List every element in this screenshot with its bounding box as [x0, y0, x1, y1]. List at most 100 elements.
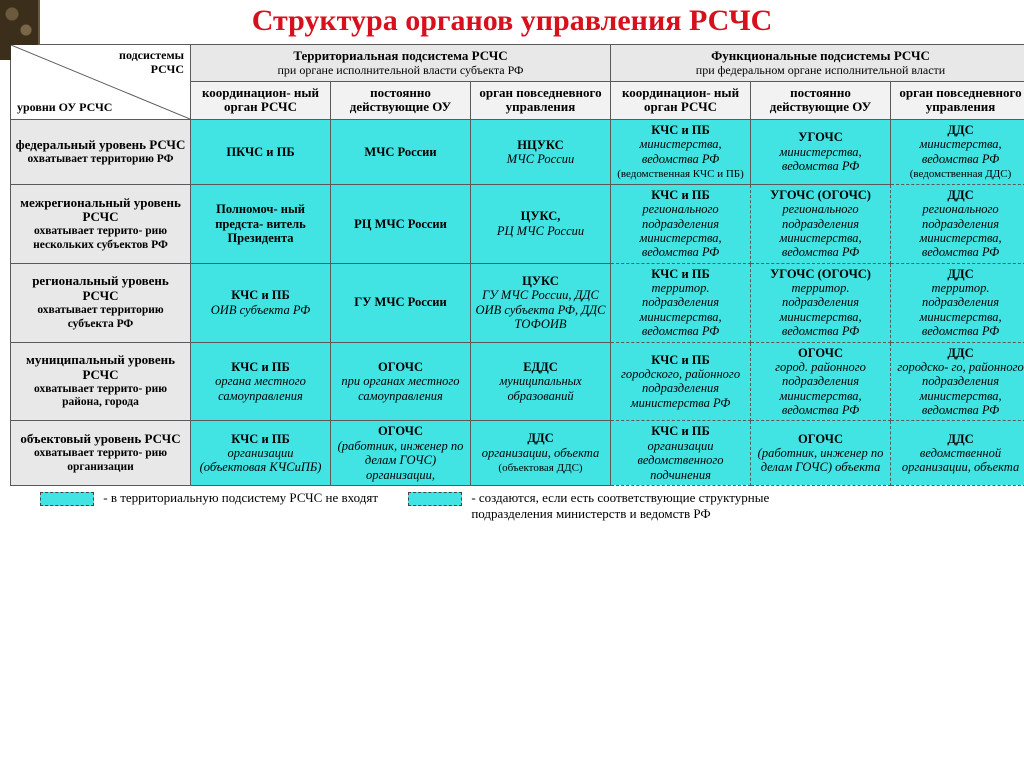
cell-desc: территор. подразделения министерства, ве… [754, 281, 887, 339]
row-head: муниципальный уровень РСЧСохватывает тер… [11, 342, 191, 421]
cell-title: ЕДДС [474, 360, 607, 374]
cell-desc: муниципальных образований [474, 374, 607, 403]
row-head: региональный уровень РСЧСохватывает терр… [11, 263, 191, 342]
cell-title: ПКЧС и ПБ [194, 145, 327, 159]
group-sub: при органе исполнительной власти субъект… [195, 64, 606, 78]
cell-title: КЧС и ПБ [614, 123, 747, 137]
row-head-desc: охватывает террито- рию района, города [15, 383, 186, 409]
data-cell: ОГОЧС(работник, инженер по делам ГОЧС) о… [751, 421, 891, 486]
table-row: региональный уровень РСЧСохватывает терр… [11, 263, 1024, 342]
sub-head: постоянно действующие ОУ [751, 81, 891, 119]
row-head: объектовый уровень РСЧСохватывает террит… [11, 421, 191, 486]
data-cell: ЦУКС,РЦ МЧС России [471, 184, 611, 263]
data-cell: КЧС и ПБоргана местного самоуправления [191, 342, 331, 421]
row-head-title: муниципальный уровень РСЧС [26, 352, 175, 382]
data-cell: ДДСорганизации, объекта(объектовая ДДС) [471, 421, 611, 486]
cell-desc: ОИВ субъекта РФ [194, 303, 327, 317]
cell-title: УГОЧС (ОГОЧС) [754, 267, 887, 281]
cell-title: ДДС [894, 123, 1024, 137]
data-cell: ГУ МЧС России [331, 263, 471, 342]
cell-title: КЧС и ПБ [194, 360, 327, 374]
data-cell: ПКЧС и ПБ [191, 120, 331, 185]
cell-title: ДДС [894, 346, 1024, 360]
page: Структура органов управления РСЧС подсис… [0, 0, 1024, 767]
cell-title: НЦУКС [474, 138, 607, 152]
row-head-desc: охватывает террито- рию организации [15, 447, 186, 473]
data-cell: ДДСведомственной организации, объекта [891, 421, 1024, 486]
data-cell: ДДСминистерства, ведомства РФ(ведомствен… [891, 120, 1024, 185]
row-head-title: объектовый уровень РСЧС [20, 431, 180, 446]
cell-desc: организации (объектовая КЧСиПБ) [194, 446, 327, 475]
group-sub: при федеральном органе исполнительной вл… [615, 64, 1024, 78]
cell-desc: регионального подразделения министерства… [614, 202, 747, 260]
cell-title: ОГОЧС [754, 346, 887, 360]
sub-head: орган повседневного управления [891, 81, 1024, 119]
data-cell: ОГОЧСгород. районного подразделения мини… [751, 342, 891, 421]
cell-desc: РЦ МЧС России [474, 224, 607, 238]
corner-cell: подсистемы РСЧС уровни ОУ РСЧС [11, 45, 191, 120]
data-cell: КЧС и ПБминистерства, ведомства РФ(ведом… [611, 120, 751, 185]
cell-title: ОГОЧС [754, 432, 887, 446]
cell-desc: территор. подразделения министерства, ве… [614, 281, 747, 339]
data-cell: МЧС России [331, 120, 471, 185]
structure-table: подсистемы РСЧС уровни ОУ РСЧС Территори… [10, 44, 1024, 486]
legend-swatch-dashed [40, 492, 94, 506]
cell-desc: ведомственной организации, объекта [894, 446, 1024, 475]
sub-head: орган повседневного управления [471, 81, 611, 119]
row-head-desc: охватывает территорию РФ [15, 153, 186, 166]
group-title: Территориальная подсистема РСЧС [293, 48, 507, 63]
cell-desc: ГУ МЧС России, ДДС ОИВ субъекта РФ, ДДС … [474, 288, 607, 331]
cell-note: (объектовая ДДС) [498, 462, 582, 474]
legend-text: - создаются, если есть соответствующие с… [471, 490, 851, 522]
row-head-desc: охватывает территорию субъекта РФ [15, 304, 186, 330]
cell-desc: регионального подразделения министерства… [894, 202, 1024, 260]
cell-title: ОГОЧС [334, 360, 467, 374]
cell-title: КЧС и ПБ [194, 288, 327, 302]
cell-title: ДДС [894, 188, 1024, 202]
cell-desc: территор. подразделения министерства, ве… [894, 281, 1024, 339]
cell-desc: (работник, инженер по делам ГОЧС) органи… [334, 439, 467, 482]
legend-text: - в территориальную подсистему РСЧС не в… [103, 490, 378, 506]
corner-bottom-label: уровни ОУ РСЧС [17, 101, 117, 115]
data-cell: УГОЧС (ОГОЧС)территор. подразделения мин… [751, 263, 891, 342]
cell-title: Полномоч- ный предста- витель Президента [194, 202, 327, 245]
cell-title: ГУ МЧС России [334, 295, 467, 309]
legend-item: - в территориальную подсистему РСЧС не в… [40, 490, 378, 506]
table-row: федеральный уровень РСЧСохватывает терри… [11, 120, 1024, 185]
group-head-functional: Функциональные подсистемы РСЧС при федер… [611, 45, 1024, 82]
row-head: федеральный уровень РСЧСохватывает терри… [11, 120, 191, 185]
cell-title: ОГОЧС [334, 424, 467, 438]
cell-title: КЧС и ПБ [614, 188, 747, 202]
cell-title: РЦ МЧС России [334, 217, 467, 231]
group-head-territorial: Территориальная подсистема РСЧС при орга… [191, 45, 611, 82]
cell-desc: министерства, ведомства РФ [614, 137, 747, 166]
cell-title: УГОЧС [754, 130, 887, 144]
table-row: муниципальный уровень РСЧСохватывает тер… [11, 342, 1024, 421]
legend-swatch-dashed [408, 492, 462, 506]
cell-desc: город. районного подразделения министерс… [754, 360, 887, 418]
row-head: межрегиональный уровень РСЧСохватывает т… [11, 184, 191, 263]
group-title: Функциональные подсистемы РСЧС [711, 48, 930, 63]
data-cell: КЧС и ПБрегионального подразделения мини… [611, 184, 751, 263]
data-cell: ДДСрегионального подразделения министерс… [891, 184, 1024, 263]
sub-head: постоянно действующие ОУ [331, 81, 471, 119]
cell-title: КЧС и ПБ [614, 353, 747, 367]
cell-desc: организации, объекта [474, 446, 607, 460]
cell-title: КЧС и ПБ [614, 424, 747, 438]
data-cell: КЧС и ПБгородского, районного подразделе… [611, 342, 751, 421]
cell-desc: министерства, ведомства РФ [754, 145, 887, 174]
data-cell: РЦ МЧС России [331, 184, 471, 263]
data-cell: ДДСгородско- го, районного подразделения… [891, 342, 1024, 421]
cell-desc: городско- го, районного подразделения ми… [894, 360, 1024, 418]
legend-item: - создаются, если есть соответствующие с… [408, 490, 851, 522]
table-body: федеральный уровень РСЧСохватывает терри… [11, 120, 1024, 486]
table-row: межрегиональный уровень РСЧСохватывает т… [11, 184, 1024, 263]
row-head-desc: охватывает террито- рию нескольких субъе… [15, 225, 186, 251]
data-cell: ОГОЧС(работник, инженер по делам ГОЧС) о… [331, 421, 471, 486]
cell-title: МЧС России [334, 145, 467, 159]
cell-title: ДДС [894, 432, 1024, 446]
sub-head: координацион- ный орган РСЧС [611, 81, 751, 119]
data-cell: Полномоч- ный предста- витель Президента [191, 184, 331, 263]
row-head-title: межрегиональный уровень РСЧС [20, 195, 181, 225]
sub-head: координацион- ный орган РСЧС [191, 81, 331, 119]
